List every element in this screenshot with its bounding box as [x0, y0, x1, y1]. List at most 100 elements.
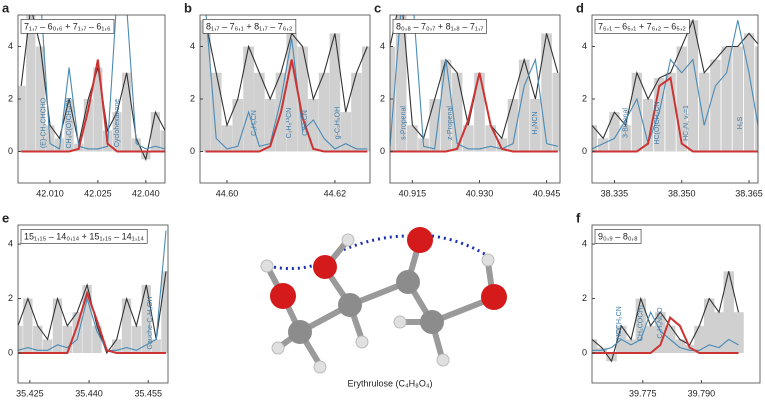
annotation: s-Propenal [400, 106, 407, 140]
observed-bar [141, 284, 151, 354]
observed-bar [200, 20, 211, 152]
observed-bar [635, 298, 647, 354]
observed-bar [518, 59, 530, 152]
annotation: Cyclohexanone [114, 99, 121, 147]
x-tick-label: 44.62 [324, 188, 347, 198]
panel-letter: e [2, 210, 9, 225]
observed-bar [161, 271, 168, 354]
observed-bar [83, 99, 93, 152]
spectrum-line [592, 76, 758, 153]
observed-bar [655, 312, 666, 354]
y-tick-label: 2 [8, 293, 13, 303]
observed-bar [42, 339, 53, 354]
bonds [264, 237, 496, 368]
observed-bar [297, 46, 308, 152]
observed-bar [687, 20, 699, 152]
x-tick-label: 40.930 [466, 188, 494, 198]
observed-bar [645, 325, 656, 354]
panel-letter: b [184, 0, 192, 15]
observed-bar [625, 339, 637, 354]
observed-bar [122, 72, 132, 152]
annotation: z-Propenal [447, 106, 454, 140]
panel-letter: f [576, 210, 581, 225]
x-tick-label: 38.365 [735, 188, 763, 198]
y-tick-label: 0 [8, 347, 13, 357]
y-tick-label: 2 [8, 93, 13, 103]
y-tick-label: 2 [582, 93, 587, 103]
h-bond [337, 234, 409, 254]
annotation: 3-Butenal [622, 108, 629, 138]
observed-bar [131, 138, 141, 152]
h-bond [431, 234, 489, 258]
observed-bar [26, 15, 36, 152]
observed-bar [684, 344, 695, 354]
transition-box [594, 19, 690, 34]
y-tick-label: 4 [582, 238, 587, 248]
plot [200, 15, 370, 153]
annotation: Gauche-C₂H₅OH [147, 297, 154, 350]
observed-bar [221, 125, 233, 152]
y-tick-label: 2 [190, 93, 195, 103]
spectrum-line [205, 59, 368, 153]
observed-bar [329, 33, 341, 152]
observed-bar [318, 72, 330, 152]
observed-bar [496, 138, 508, 152]
h-bond [267, 262, 319, 271]
observed-bar [665, 72, 676, 152]
plot-frame [17, 224, 169, 384]
observed-bar [462, 125, 474, 152]
observed-bar [606, 353, 617, 362]
spectrum-line [18, 289, 166, 354]
observed-bar [620, 125, 631, 152]
observed-bar [592, 339, 598, 354]
observed-bar [23, 298, 33, 354]
observed-bar [694, 325, 705, 354]
observed-bar [361, 46, 370, 152]
observed-bar [552, 72, 560, 152]
plot [390, 15, 560, 153]
observed-bar [474, 72, 485, 152]
y-tick-label: 0 [582, 347, 587, 357]
spectrum-line [592, 310, 739, 351]
transition-box [594, 229, 642, 244]
observed-bar [507, 99, 519, 152]
x-tick-label: 35.425 [16, 388, 44, 398]
annotation: C₂H₅¹³CN [286, 108, 293, 138]
y-tick-label: 4 [190, 41, 195, 51]
observed-bar [62, 325, 73, 354]
observed-bar [654, 78, 665, 152]
observed-bar [592, 125, 598, 152]
observed-bar [440, 59, 452, 152]
observed-bar [286, 33, 298, 152]
spectrum-line [41, 15, 165, 150]
observed-bar [151, 339, 161, 354]
observed-bar [631, 72, 643, 152]
observed-bar [407, 125, 418, 152]
annotation: g-C₂H₅OH [334, 107, 341, 139]
y-tick-label: 2 [380, 93, 385, 103]
observed-bar [732, 46, 743, 152]
observed-bar [642, 99, 654, 152]
observed-bar [150, 112, 161, 152]
y-tick-label: 0 [582, 146, 587, 156]
carbons [288, 270, 444, 344]
observed-bar [429, 99, 441, 152]
y-tick-label: 0 [380, 146, 385, 156]
observed-bar [131, 325, 142, 354]
spectrum-line [18, 230, 167, 351]
molecule [260, 227, 507, 374]
transition-label: 7₁,₇ – 6₀,₆ + 7₁,₇ – 6₁,₆ [24, 21, 111, 31]
observed-bar [82, 284, 92, 354]
panel-letter: a [2, 0, 10, 15]
spectrum-line [21, 59, 165, 153]
annotation: CH₃C(O)CH₂CN [66, 97, 73, 148]
x-tick-label: 42.025 [84, 188, 112, 198]
annotation: C₂H₃NCO [657, 307, 664, 339]
annotation: (E)-CH₃CHCHO [40, 97, 47, 148]
spectrum-line [390, 15, 558, 150]
plot [18, 15, 165, 162]
transition-box [20, 19, 115, 34]
observed-bar [713, 312, 725, 354]
observed-bar [340, 112, 352, 152]
